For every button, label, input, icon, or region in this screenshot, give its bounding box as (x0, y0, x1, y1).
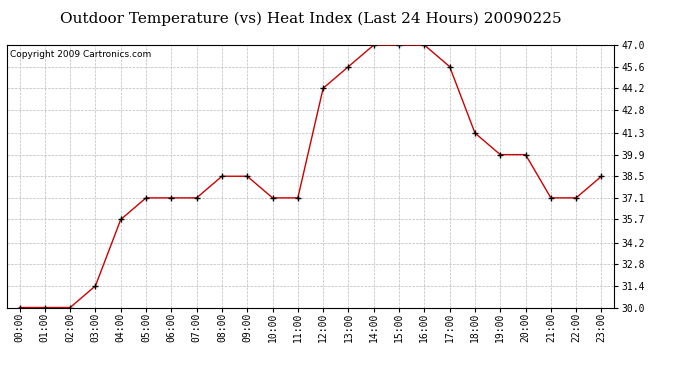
Text: Copyright 2009 Cartronics.com: Copyright 2009 Cartronics.com (10, 50, 151, 59)
Text: Outdoor Temperature (vs) Heat Index (Last 24 Hours) 20090225: Outdoor Temperature (vs) Heat Index (Las… (60, 11, 561, 26)
